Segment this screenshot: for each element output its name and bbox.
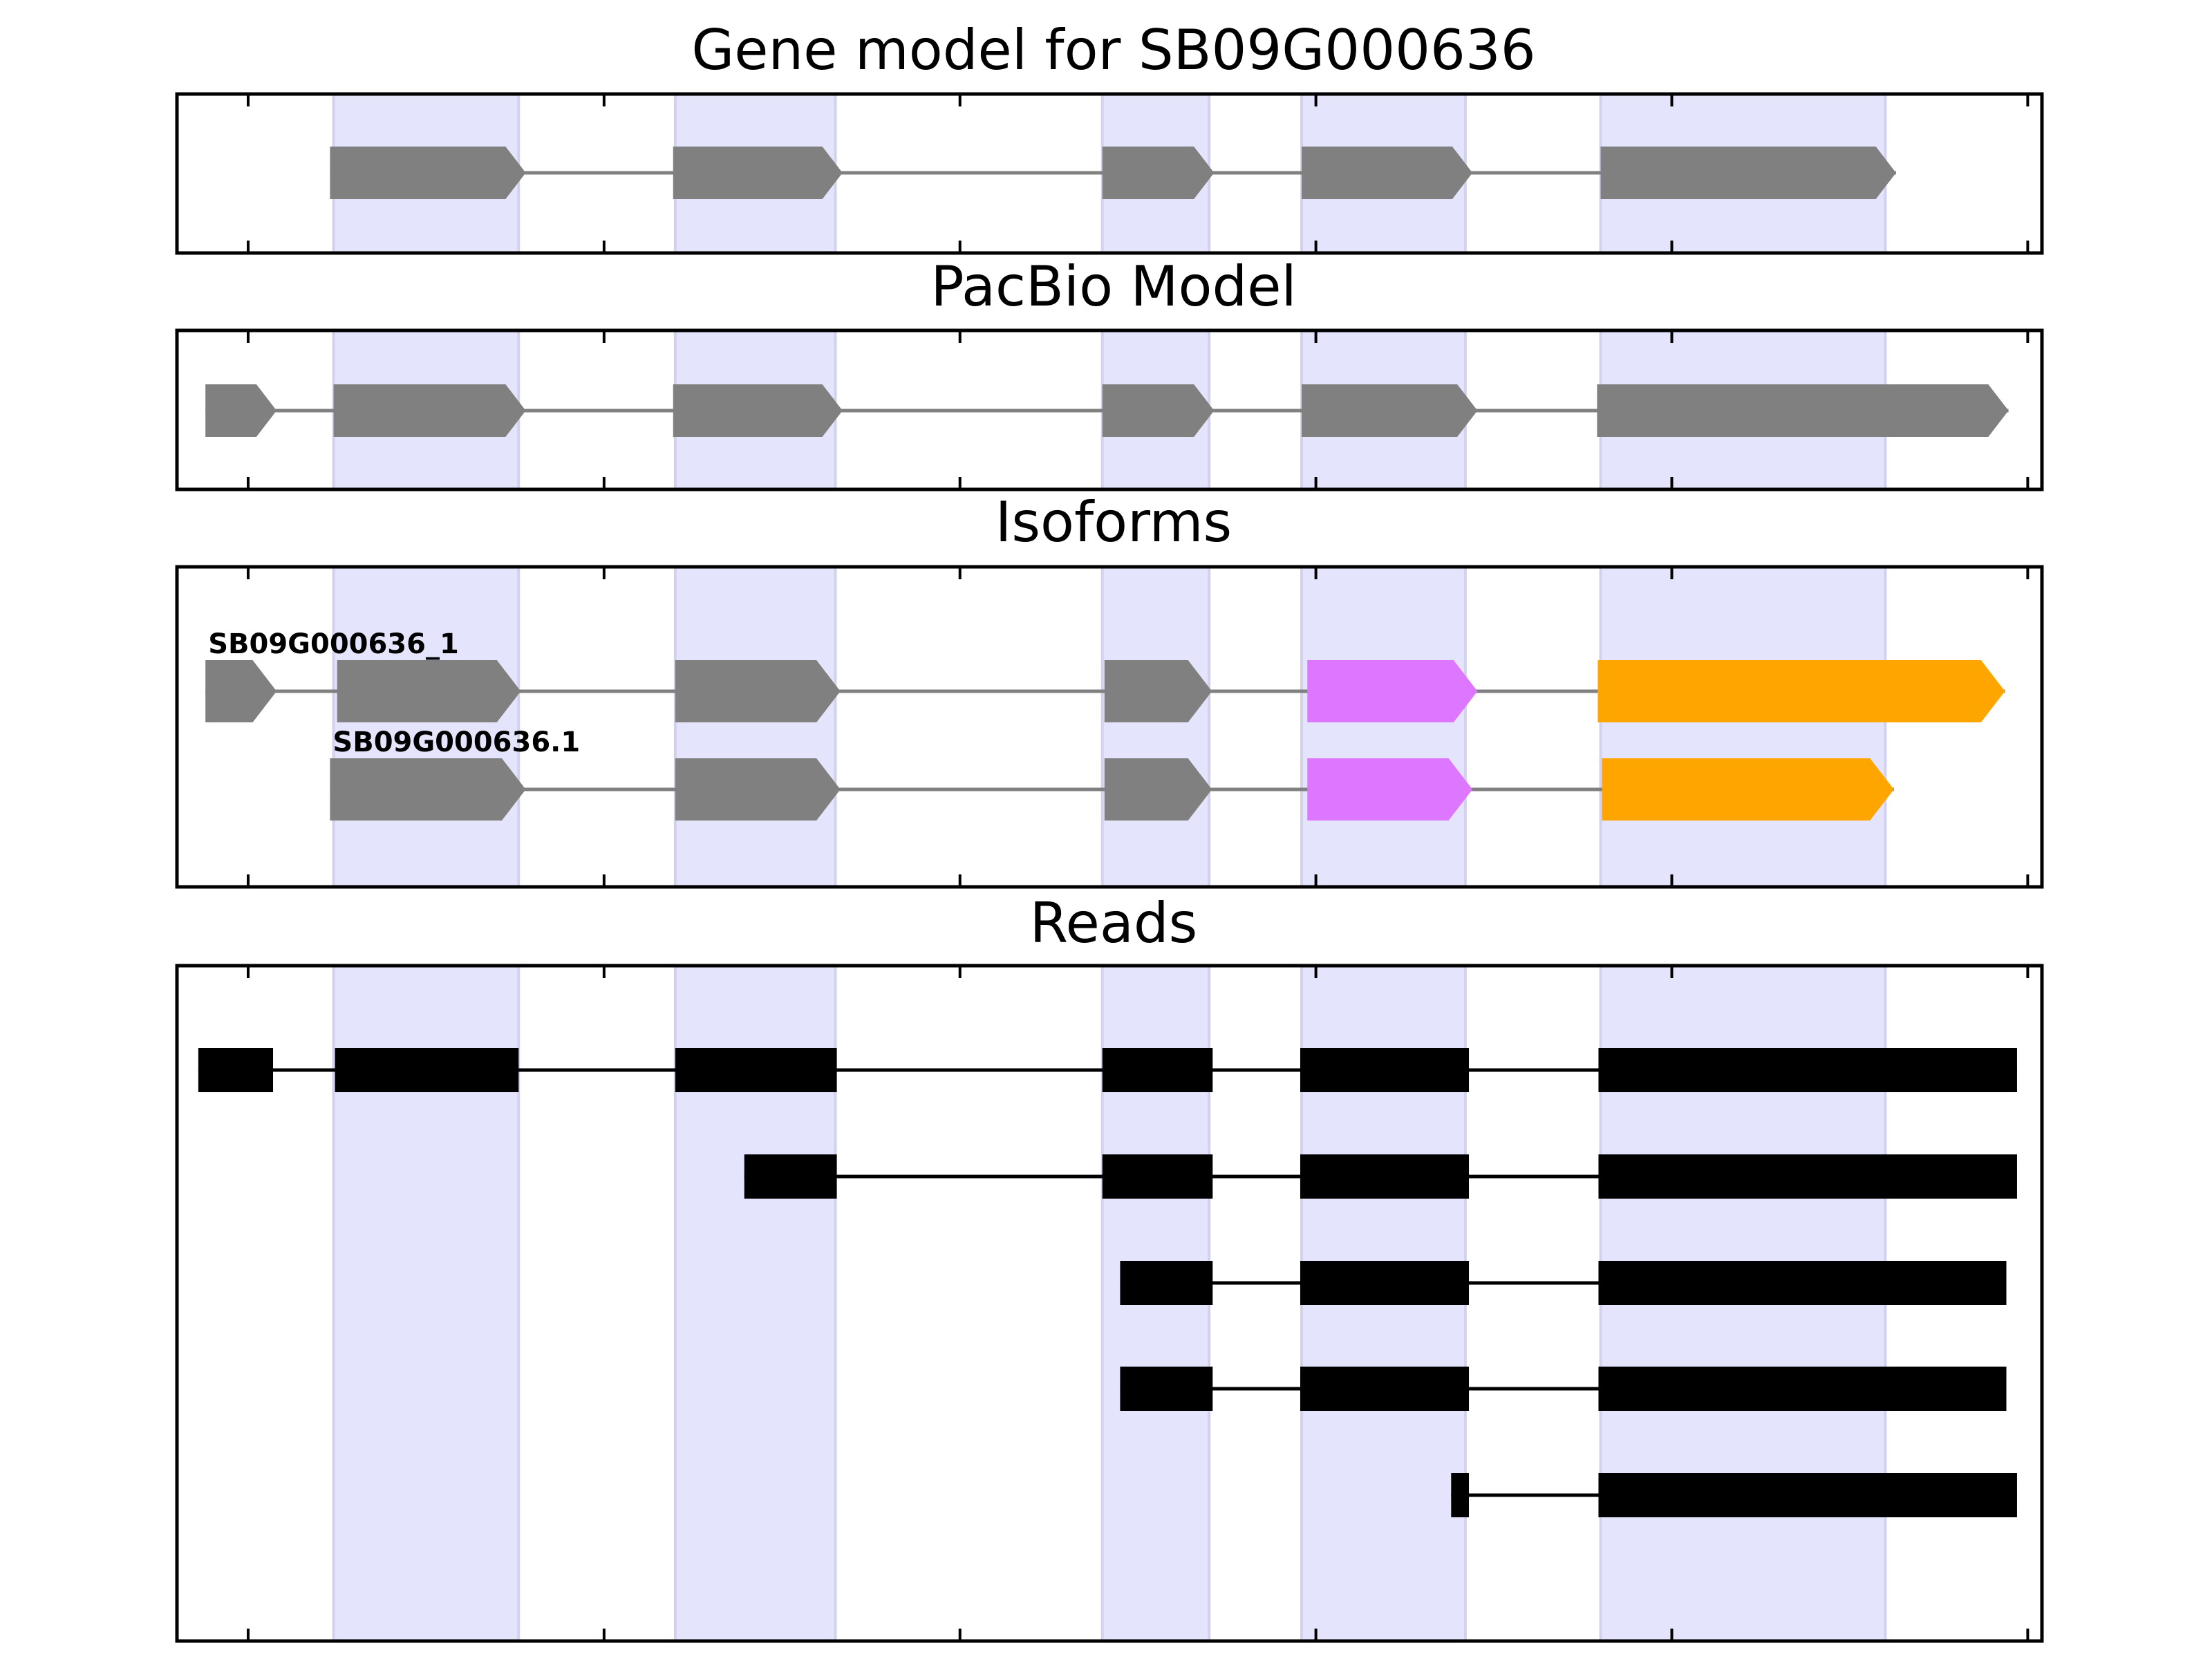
x-tick-label: 421500 — [1951, 1652, 2104, 1659]
exon-arrow — [675, 758, 841, 821]
shaded-region — [1300, 565, 1467, 888]
exon-arrow — [330, 147, 526, 199]
read-exon — [1120, 1367, 1213, 1411]
exon-arrow — [1307, 758, 1473, 821]
read-exon — [335, 1048, 519, 1092]
exon-arrow — [333, 384, 526, 437]
exon-arrow — [1302, 147, 1473, 199]
x-tick-label: 423000 — [883, 1652, 1036, 1659]
read-exon — [198, 1048, 274, 1092]
axes-frame — [175, 565, 2044, 889]
axes-frame — [175, 92, 2044, 255]
panel-title: Gene model for SB09G000636 — [691, 18, 1535, 82]
read-exon — [744, 1154, 837, 1199]
read-exon — [1102, 1154, 1213, 1199]
x-tick-label: 423500 — [527, 1652, 680, 1659]
panel-2: PacBio Model — [175, 254, 2044, 491]
panel-title: Isoforms — [995, 490, 1232, 554]
exon-arrow — [675, 660, 841, 722]
read-track — [1451, 1473, 2017, 1517]
exon-arrow — [1597, 384, 2009, 437]
read-track — [1120, 1367, 2007, 1411]
read-exon — [1300, 1261, 1470, 1305]
read-exon — [1451, 1473, 1470, 1517]
read-track — [198, 1048, 2017, 1092]
read-track — [1120, 1261, 2007, 1305]
exon-arrow — [1602, 758, 1894, 821]
isoform-label: SB09G000636.1 — [332, 727, 580, 758]
isoform-label: SB09G000636_1 — [208, 628, 459, 660]
panel-4: 424000 423500 423000 422500 422000 421500 Read… — [171, 891, 2104, 1659]
panels-layer: Gene model for SB09G000636 PacBio Model SB… — [171, 18, 2104, 1659]
axes-frame — [175, 964, 2044, 1643]
read-exon — [1300, 1154, 1470, 1199]
panel-1: Gene model for SB09G000636 — [175, 18, 2044, 255]
read-exon — [1598, 1154, 2017, 1199]
exon-arrow — [1104, 660, 1212, 722]
read-exon — [1598, 1473, 2017, 1517]
read-exon — [1120, 1261, 1213, 1305]
read-exon — [1102, 1048, 1213, 1092]
exon-arrow — [673, 384, 843, 437]
exon-arrow — [1302, 384, 1478, 437]
panel-title: PacBio Model — [930, 254, 1296, 319]
exon-arrow — [1102, 147, 1215, 199]
shaded-region — [1100, 565, 1211, 888]
x-tick-label: 424000 — [171, 1652, 324, 1659]
transcript-track — [330, 147, 1896, 199]
read-exon — [675, 1048, 837, 1092]
exon-arrow — [1600, 147, 1896, 199]
transcript-track: SB09G000636.1 — [330, 727, 1894, 821]
exon-arrow — [1597, 660, 2005, 722]
read-exon — [1300, 1367, 1470, 1411]
exon-arrow — [205, 384, 277, 437]
panel-3: SB09G000636_1 SB09G000636.1 Isoforms — [175, 490, 2044, 889]
shaded-region — [1599, 565, 1887, 888]
exon-arrow — [337, 660, 521, 722]
shaded-region — [673, 565, 837, 888]
read-exon — [1300, 1048, 1470, 1092]
x-tick-label: 422500 — [1239, 1652, 1392, 1659]
exon-arrow — [673, 147, 843, 199]
read-exon — [1598, 1367, 2007, 1411]
read-exon — [1598, 1261, 2007, 1305]
read-track — [744, 1154, 2017, 1199]
read-exon — [1598, 1048, 2017, 1092]
x-tick-label: 422000 — [1595, 1652, 1748, 1659]
exon-arrow — [330, 758, 526, 821]
exon-arrow — [1104, 758, 1212, 821]
exon-arrow — [1307, 660, 1478, 722]
shaded-region — [332, 565, 521, 888]
exon-arrow — [205, 660, 277, 722]
transcript-track — [205, 384, 2009, 437]
transcript-track: SB09G000636_1 — [205, 628, 2005, 722]
exon-arrow — [1102, 384, 1215, 437]
panel-title: Reads — [1030, 891, 1198, 955]
axes-frame — [175, 328, 2044, 491]
